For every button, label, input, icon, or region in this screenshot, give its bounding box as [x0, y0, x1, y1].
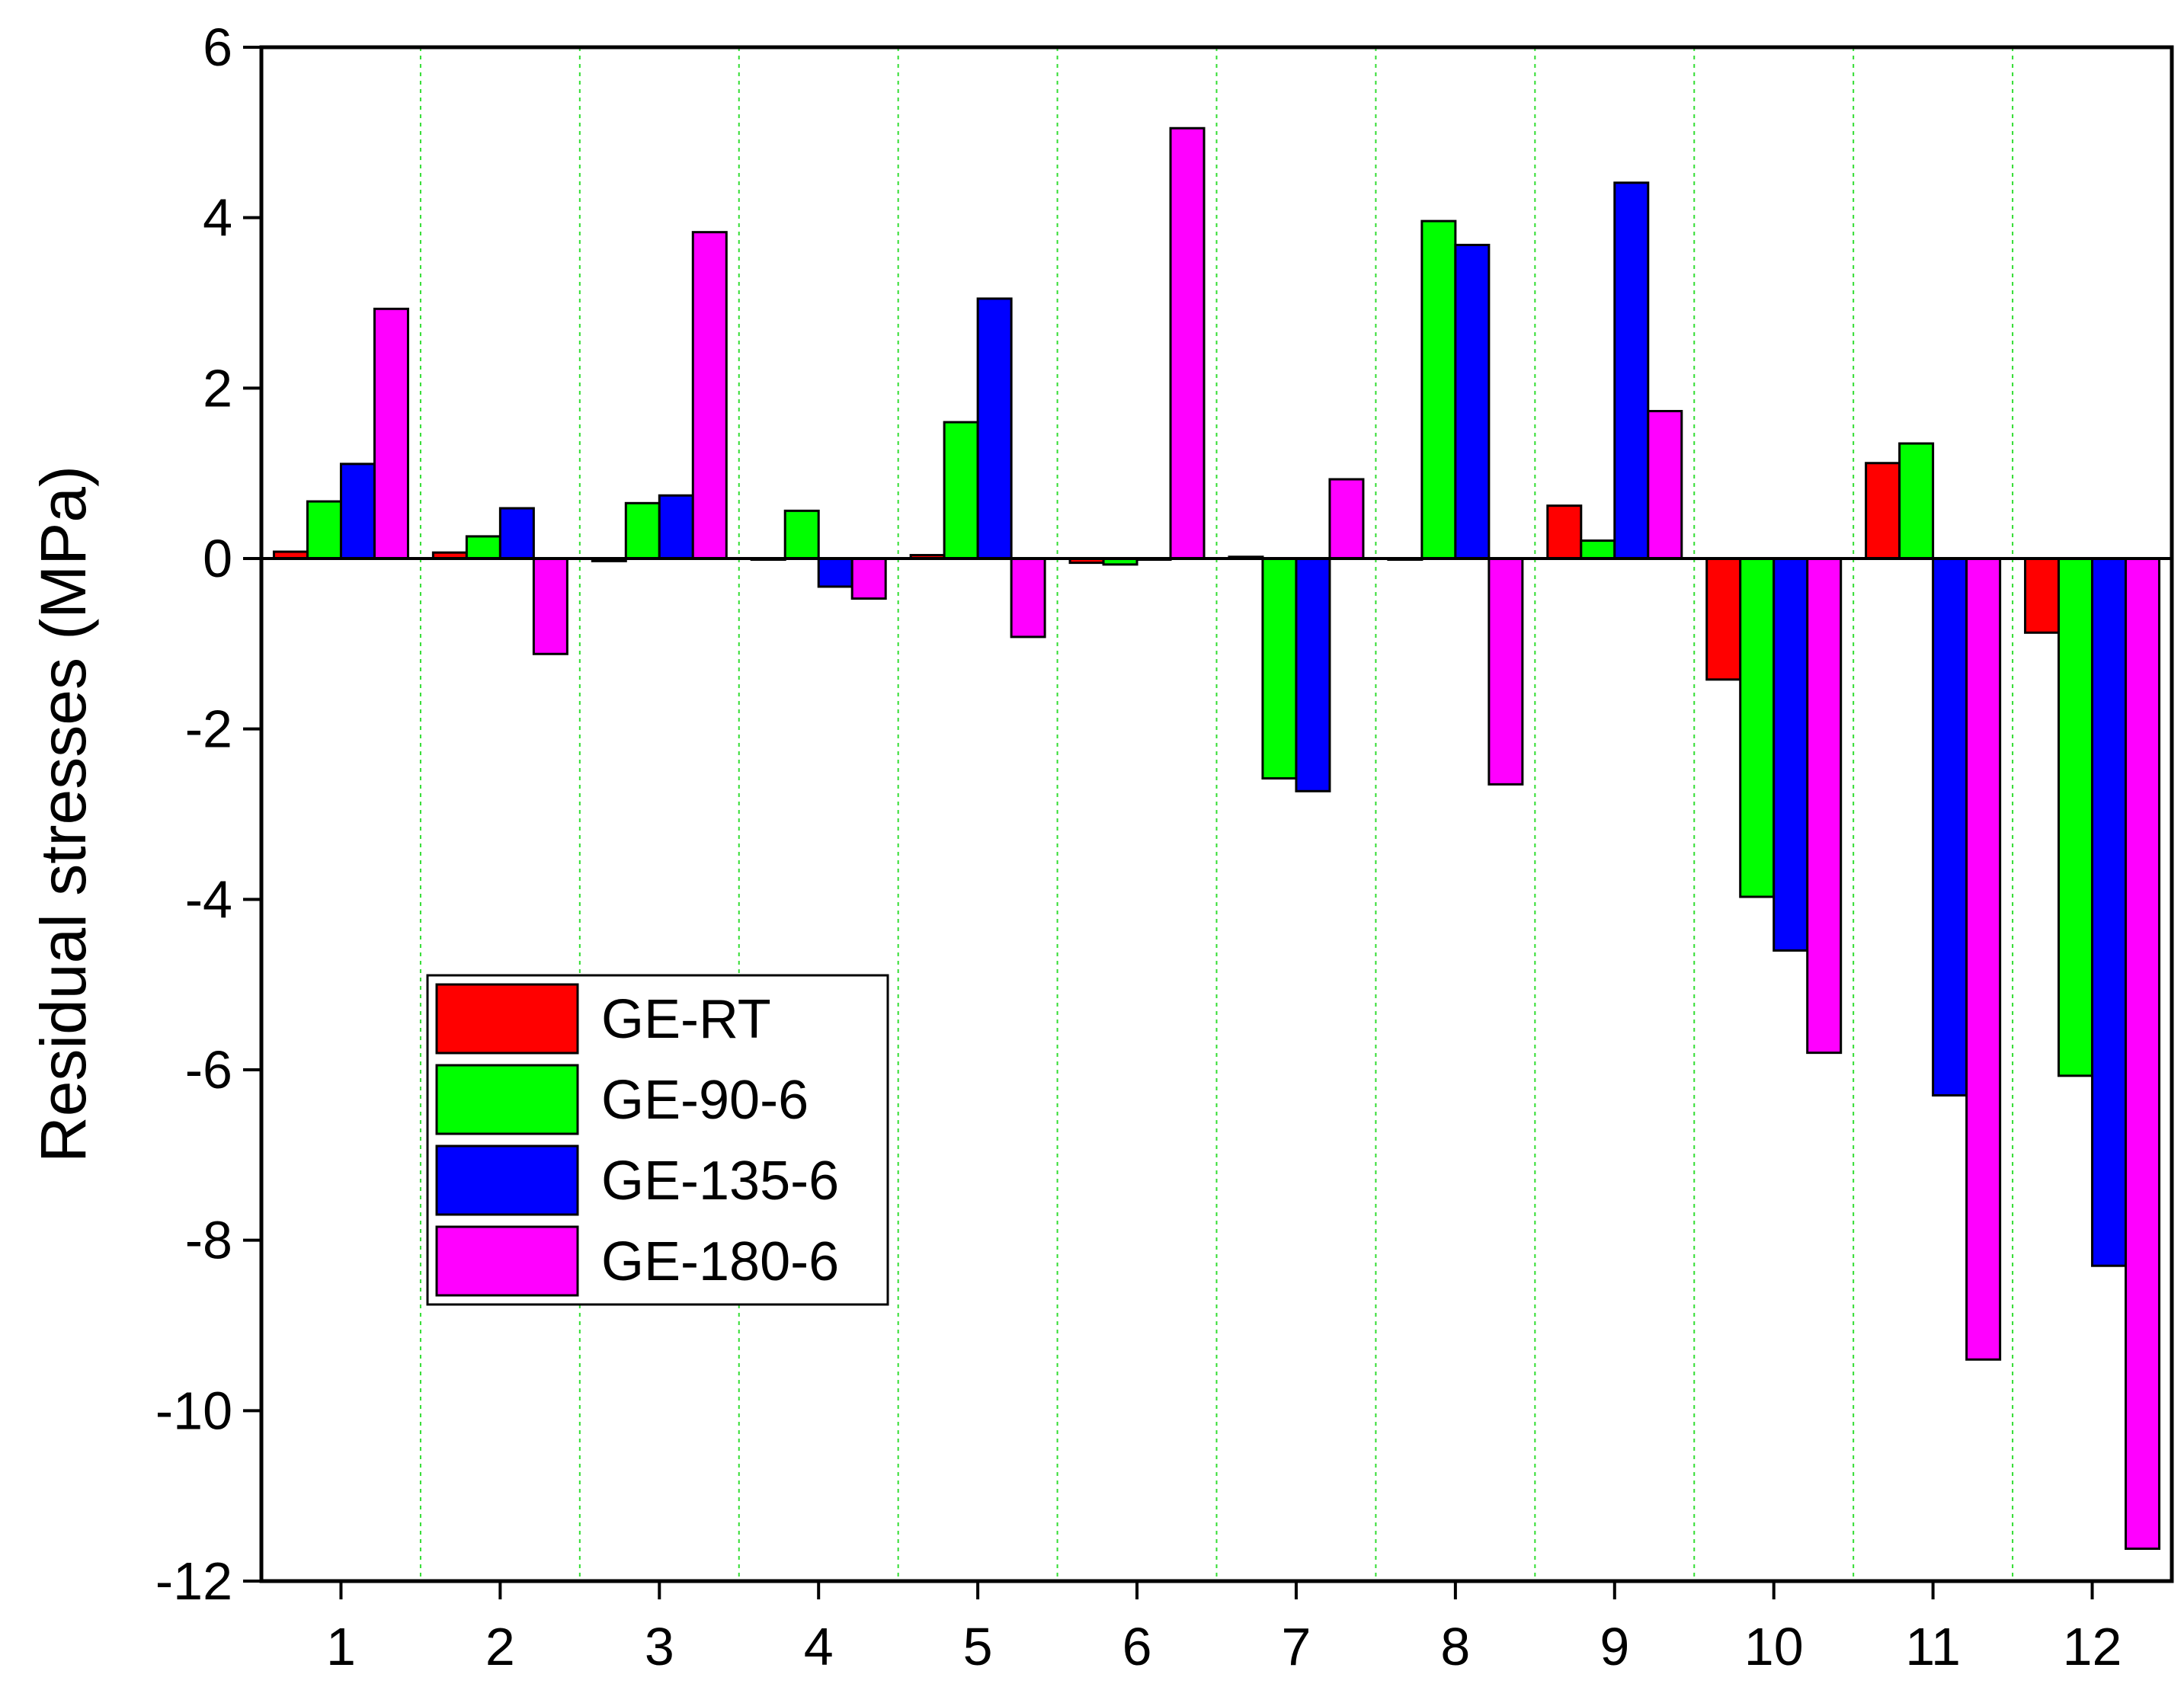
bar-ge-180-6-1 [373, 307, 409, 560]
bar-ge-90-6-9 [1580, 539, 1616, 560]
bar-ge-180-6-8 [1487, 557, 1524, 786]
bar-ge-180-6-6 [1169, 126, 1206, 560]
bar-ge-135-6-4 [817, 557, 853, 588]
bar-ge-90-6-11 [1898, 442, 1935, 560]
bar-ge-180-6-5 [1010, 557, 1046, 639]
bar-ge-rt-12 [2024, 557, 2061, 634]
y-tick-label-6: -6 [185, 1040, 232, 1100]
x-tick-label-12: 12 [2063, 1617, 2122, 1676]
bar-ge-rt-11 [1865, 462, 1901, 560]
bar-ge-90-6-4 [783, 509, 820, 560]
bar-ge-90-6-5 [943, 421, 979, 560]
bar-ge-90-6-2 [465, 535, 501, 560]
bar-ge-90-6-7 [1261, 557, 1298, 780]
plot-frame [259, 45, 2174, 1583]
x-tick-label-9: 9 [1600, 1617, 1629, 1676]
bar-ge-180-6-10 [1806, 557, 1843, 1055]
bar-ge-90-6-3 [624, 501, 661, 560]
bar-ge-180-6-11 [1965, 557, 2002, 1361]
bar-ge-180-6-2 [532, 557, 568, 655]
x-tick-label-4: 4 [804, 1617, 834, 1676]
legend-label-ge-rt: GE-RT [601, 989, 771, 1050]
x-tick-label-8: 8 [1440, 1617, 1470, 1676]
bar-ge-135-6-12 [2091, 557, 2128, 1267]
bar-ge-135-6-1 [339, 463, 376, 560]
bar-ge-135-6-7 [1295, 557, 1331, 792]
bar-ge-90-6-1 [306, 500, 342, 560]
bar-ge-135-6-10 [1772, 557, 1809, 952]
legend-label-ge-180-6: GE-180-6 [601, 1231, 839, 1292]
y-axis-label: Residual stresses (MPa) [27, 466, 99, 1163]
legend-label-ge-90-6: GE-90-6 [601, 1070, 809, 1131]
y-tick-label-4: -2 [185, 699, 232, 759]
y-tick-label-5: -4 [185, 869, 232, 929]
bar-ge-135-6-3 [658, 494, 694, 560]
x-tick-label-3: 3 [645, 1617, 674, 1676]
y-tick-label-0: 6 [203, 18, 232, 77]
y-tick-label-2: 2 [203, 358, 232, 418]
y-tick-label-7: -8 [185, 1211, 232, 1270]
bar-ge-135-6-2 [498, 507, 535, 560]
x-tick-label-10: 10 [1744, 1617, 1804, 1676]
bar-ge-135-6-8 [1454, 243, 1491, 560]
x-tick-label-5: 5 [963, 1617, 993, 1676]
x-tick-label-1: 1 [326, 1617, 356, 1676]
x-tick-label-6: 6 [1122, 1617, 1152, 1676]
y-tick-label-8: -10 [155, 1381, 232, 1440]
bar-ge-180-6-3 [691, 231, 728, 560]
bar-ge-90-6-10 [1739, 557, 1776, 898]
bar-ge-rt-10 [1705, 557, 1742, 681]
bar-ge-180-6-4 [850, 557, 887, 600]
bar-ge-180-6-9 [1647, 410, 1683, 560]
bar-ge-135-6-9 [1613, 181, 1650, 560]
legend-label-ge-135-6: GE-135-6 [601, 1151, 839, 1212]
x-tick-label-7: 7 [1281, 1617, 1311, 1676]
bar-ge-180-6-7 [1328, 478, 1365, 560]
bar-ge-135-6-11 [1932, 557, 1968, 1097]
legend-swatch-ge-rt [435, 983, 579, 1055]
bar-ge-90-6-8 [1420, 219, 1457, 560]
y-tick-label-3: 0 [203, 529, 232, 588]
bar-ge-180-6-12 [2125, 557, 2161, 1551]
x-tick-label-11: 11 [1905, 1617, 1961, 1676]
y-tick-label-9: -12 [155, 1551, 232, 1611]
bar-ge-90-6-12 [2058, 557, 2094, 1077]
y-tick-label-1: 4 [203, 188, 232, 248]
legend-swatch-ge-135-6 [435, 1144, 579, 1216]
bar-ge-135-6-5 [976, 297, 1013, 560]
bar-ge-rt-9 [1546, 504, 1583, 560]
x-tick-label-2: 2 [485, 1617, 515, 1676]
legend-swatch-ge-90-6 [435, 1064, 579, 1135]
legend-swatch-ge-180-6 [435, 1225, 579, 1297]
legend: GE-RT GE-90-6 GE-135-6 GE-180-6 [426, 974, 889, 1306]
